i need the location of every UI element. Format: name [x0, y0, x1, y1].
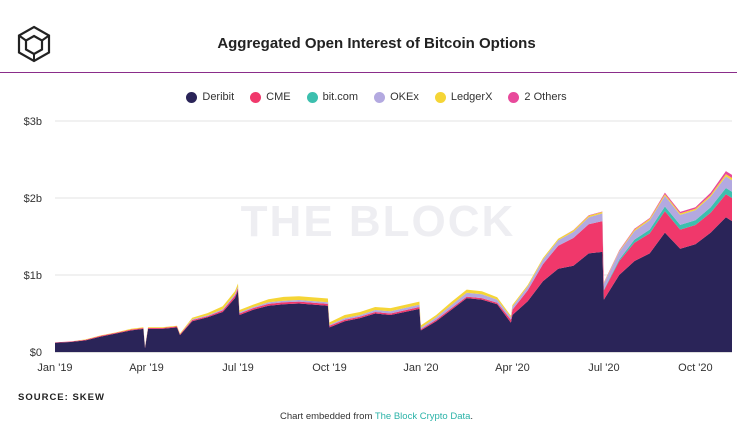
- legend-swatch: [508, 91, 520, 103]
- the-block-data-link[interactable]: The Block Crypto Data: [374, 411, 471, 422]
- legend-item[interactable]: Deribit: [186, 91, 234, 103]
- the-block-cube-icon: [17, 25, 51, 63]
- area-deribit: [55, 217, 732, 352]
- y-tick-label: $2b: [24, 193, 42, 205]
- x-tick-label: Jan '20: [403, 362, 438, 374]
- legend-label: bit.com: [322, 91, 359, 103]
- footer-suffix: .: [470, 411, 474, 422]
- legend-label: OKEx: [390, 91, 419, 103]
- legend-item[interactable]: 2 Others: [508, 91, 567, 103]
- x-tick-label: Apr '20: [495, 362, 530, 374]
- x-tick-label: Oct '19: [312, 362, 347, 374]
- x-tick-label: Apr '19: [129, 362, 164, 374]
- area-cme: [55, 194, 732, 349]
- watermark: THE BLOCK: [241, 197, 516, 246]
- legend-swatch: [186, 91, 198, 103]
- footer-prefix: Chart embedded from: [279, 411, 375, 422]
- legend-item[interactable]: LedgerX: [434, 91, 493, 103]
- legend-label: CME: [266, 91, 291, 103]
- chart-legend: Deribit CME bit.com OKEx LedgerX 2 Others: [0, 91, 753, 103]
- legend-label: 2 Others: [524, 91, 567, 103]
- y-tick-label: $1b: [24, 270, 42, 282]
- legend-swatch: [250, 91, 262, 103]
- x-tick-label: Jan '19: [37, 362, 72, 374]
- chart-title: Aggregated Open Interest of Bitcoin Opti…: [217, 35, 536, 52]
- source-label: SOURCE: SKEW: [18, 392, 105, 403]
- x-tick-label: Oct '20: [678, 362, 713, 374]
- legend-label: Deribit: [202, 91, 235, 103]
- legend-swatch: [306, 91, 318, 103]
- y-tick-label: $3b: [24, 116, 42, 128]
- legend-item[interactable]: CME: [250, 91, 291, 103]
- legend-swatch: [434, 91, 446, 103]
- header: Aggregated Open Interest of Bitcoin Opti…: [0, 0, 737, 73]
- x-tick-label: Jul '19: [222, 362, 253, 374]
- chart-area: THE BLOCK $0 $1b $2b $3b Jan '19 Apr '19 Jul '1…: [24, 116, 732, 374]
- x-tick-label: Jul '20: [588, 362, 619, 374]
- embed-footer: Chart embedded from The Block Crypto Dat…: [0, 411, 753, 422]
- legend-swatch: [374, 91, 386, 103]
- legend-item[interactable]: OKEx: [374, 91, 419, 103]
- legend-item[interactable]: bit.com: [306, 91, 359, 103]
- legend-label: LedgerX: [450, 91, 493, 103]
- y-tick-label: $0: [30, 347, 42, 359]
